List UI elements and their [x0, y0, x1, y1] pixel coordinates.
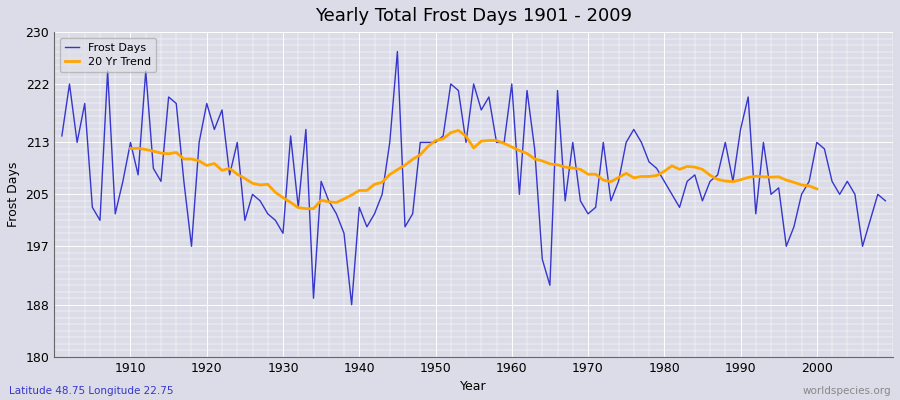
Line: Frost Days: Frost Days	[62, 52, 886, 305]
20 Yr Trend	[125, 146, 136, 151]
Frost Days	[613, 179, 624, 184]
Frost Days	[346, 302, 357, 307]
Text: worldspecies.org: worldspecies.org	[803, 386, 891, 396]
Legend: Frost Days, 20 Yr Trend: Frost Days, 20 Yr Trend	[59, 38, 157, 72]
Line: 20 Yr Trend: 20 Yr Trend	[130, 130, 817, 209]
Frost Days	[57, 134, 68, 138]
20 Yr Trend	[812, 186, 823, 191]
Frost Days	[392, 49, 403, 54]
Frost Days	[285, 134, 296, 138]
Y-axis label: Frost Days: Frost Days	[7, 162, 20, 227]
Frost Days	[514, 192, 525, 197]
Frost Days	[331, 212, 342, 216]
20 Yr Trend	[720, 179, 731, 184]
Text: Latitude 48.75 Longitude 22.75: Latitude 48.75 Longitude 22.75	[9, 386, 174, 396]
20 Yr Trend	[308, 206, 319, 211]
20 Yr Trend	[537, 158, 548, 163]
20 Yr Trend	[453, 128, 464, 133]
Frost Days	[522, 88, 533, 93]
20 Yr Trend	[285, 200, 296, 205]
Frost Days	[118, 179, 129, 184]
Frost Days	[880, 198, 891, 203]
X-axis label: Year: Year	[460, 380, 487, 393]
20 Yr Trend	[209, 161, 220, 166]
20 Yr Trend	[804, 184, 814, 188]
Title: Yearly Total Frost Days 1901 - 2009: Yearly Total Frost Days 1901 - 2009	[315, 7, 632, 25]
20 Yr Trend	[301, 206, 311, 211]
